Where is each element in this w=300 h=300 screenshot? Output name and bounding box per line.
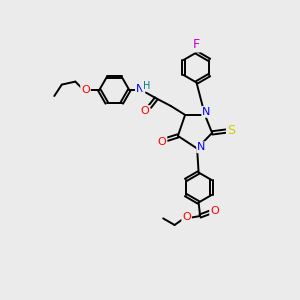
Text: H: H [143,81,150,91]
Text: N: N [202,107,211,117]
Text: N: N [136,84,144,94]
Text: O: O [210,206,219,216]
Text: S: S [227,124,235,137]
Text: O: O [140,106,149,116]
Text: O: O [182,212,191,223]
Text: N: N [197,142,206,152]
Text: F: F [193,38,200,52]
Text: O: O [158,136,166,147]
Text: O: O [81,85,90,95]
